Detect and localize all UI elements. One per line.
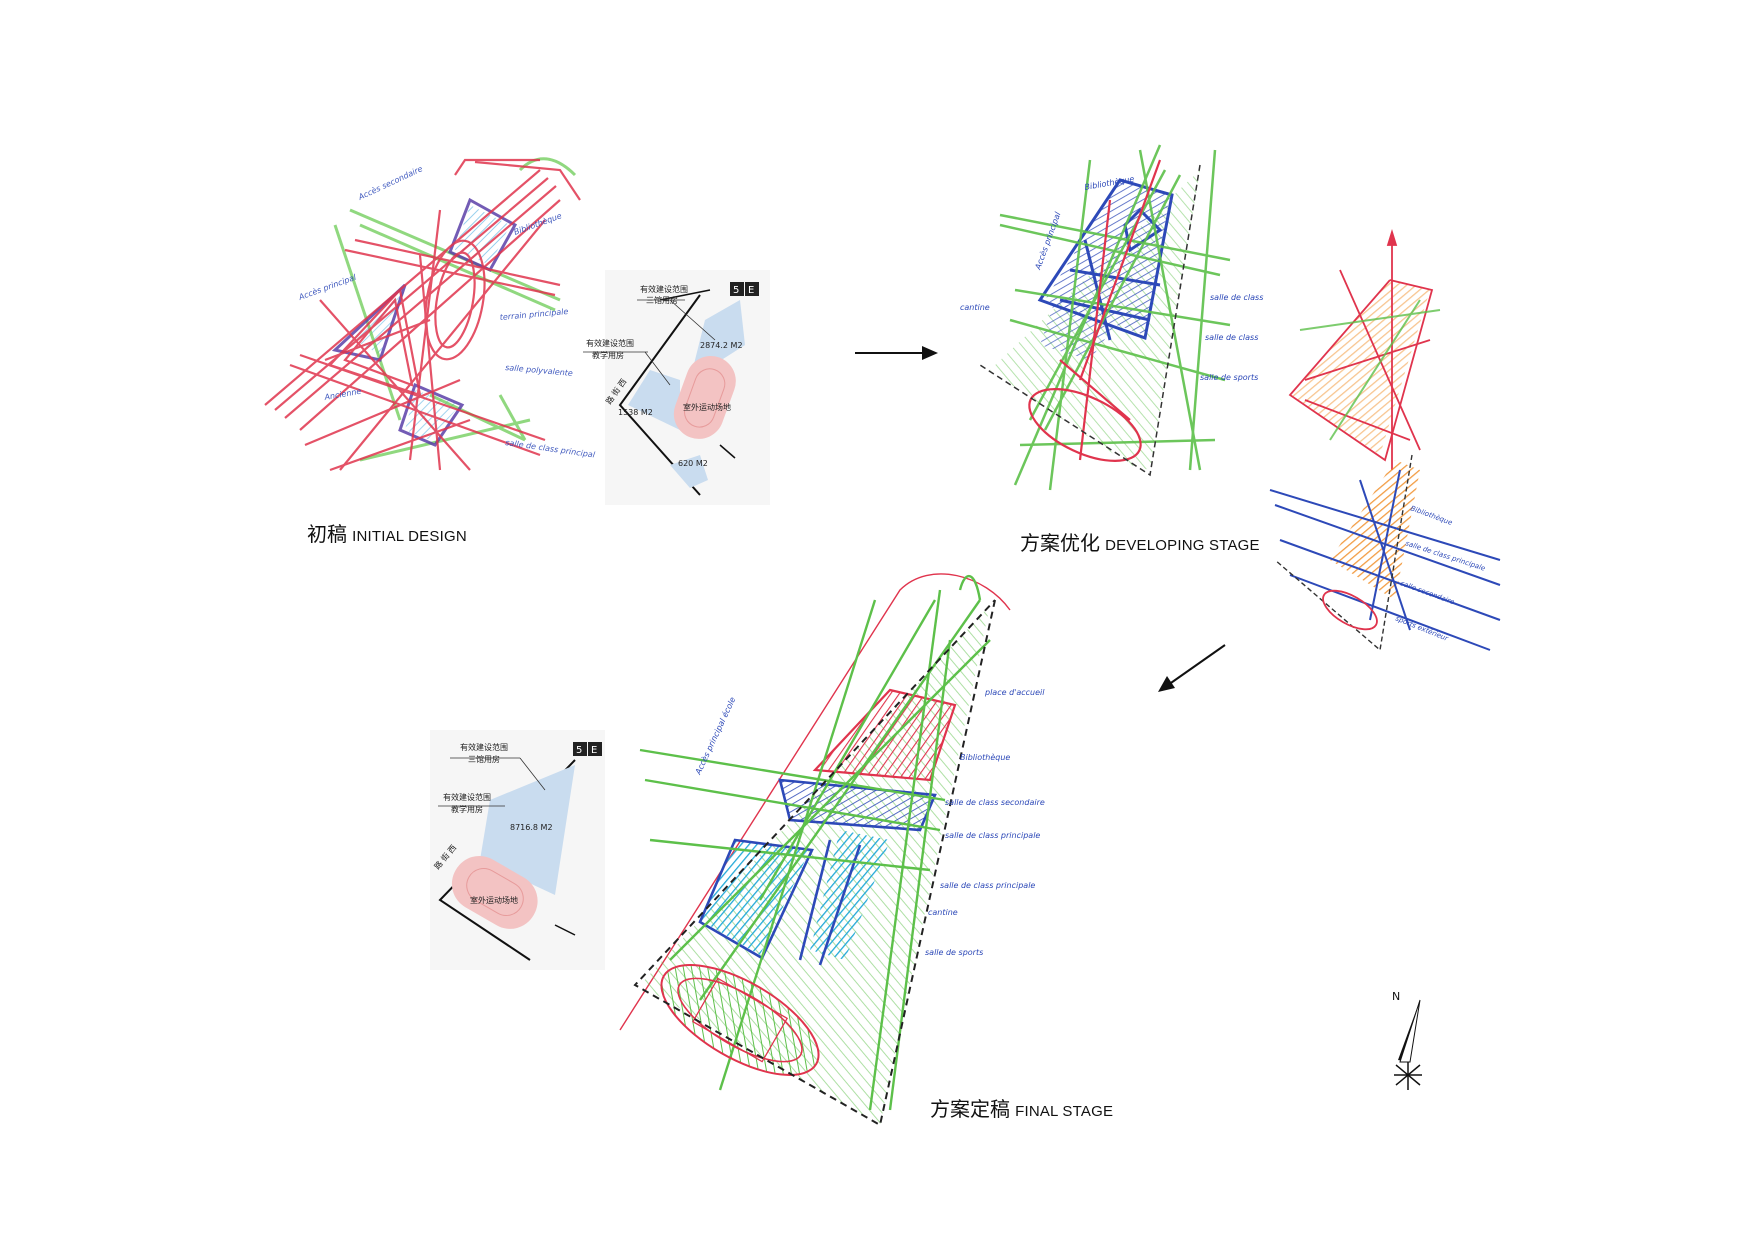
plan2-zone-mid-area: 8716.8 M2 bbox=[510, 823, 553, 832]
svg-text:E: E bbox=[591, 745, 597, 756]
plan2-zone-top-sub: 三馆用房 bbox=[468, 754, 500, 764]
sketch-final-note: cantine bbox=[928, 908, 958, 917]
sketch-dev-note: salle de class bbox=[1205, 333, 1258, 342]
plan1-track-label: 室外运动场地 bbox=[683, 402, 731, 412]
plan1-zone-left-sub: 教学用房 bbox=[592, 350, 624, 360]
arrow-down-left bbox=[1158, 644, 1226, 692]
stage-initial-zh: 初稿 bbox=[307, 522, 347, 546]
sketch-final-note: salle de class principale bbox=[940, 881, 1035, 890]
stage-final-en: FINAL STAGE bbox=[1015, 1103, 1114, 1120]
sketch-side-top bbox=[1288, 228, 1441, 470]
sketch-final-note: place d'accueil bbox=[984, 688, 1045, 697]
plan2-zone-mid-sub: 教学用房 bbox=[451, 804, 483, 814]
sketch-initial-note: salle de class principal bbox=[505, 438, 597, 460]
stage-label-final: 方案定稿 FINAL STAGE bbox=[930, 1093, 1113, 1122]
svg-text:5: 5 bbox=[576, 745, 582, 756]
plan1-zone-bottom-area: 620 M2 bbox=[678, 459, 708, 468]
arrow-right bbox=[855, 346, 938, 360]
north-arrow: N bbox=[1392, 990, 1422, 1090]
north-label: N bbox=[1392, 990, 1400, 1003]
sketch-dev-note: salle de class bbox=[1210, 293, 1263, 302]
stage-initial-en: INITIAL DESIGN bbox=[352, 528, 467, 545]
sketch-initial-note: Accès secondaire bbox=[356, 163, 424, 202]
svg-text:5: 5 bbox=[733, 285, 739, 296]
sketch-initial: Accès secondaire Bibliothèque Accès prin… bbox=[264, 157, 597, 472]
svg-text:E: E bbox=[748, 285, 754, 296]
stage-label-initial: 初稿 INITIAL DESIGN bbox=[307, 518, 467, 547]
stage-label-developing: 方案优化 DEVELOPING STAGE bbox=[1020, 527, 1260, 556]
plan-initial: 5 E 有效建设范围 三馆用房 2874.2 M2 有效建设范围 教学用房 15… bbox=[583, 270, 770, 505]
sketch-initial-note: Accès principal bbox=[296, 272, 358, 303]
sketch-dev-note: salle de sports bbox=[1200, 373, 1258, 382]
sketch-final: Accès principal école place d'accueil Bi… bbox=[619, 573, 1045, 1127]
stage-developing-en: DEVELOPING STAGE bbox=[1105, 537, 1260, 554]
sketch-final-note: salle de class secondaire bbox=[945, 798, 1045, 807]
plan2-track-label: 室外运动场地 bbox=[470, 895, 518, 905]
stage-final-zh: 方案定稿 bbox=[930, 1097, 1010, 1121]
plan1-zone-left-title: 有效建设范围 bbox=[586, 338, 634, 348]
plan1-zone-top-title: 有效建设范围 bbox=[640, 284, 688, 294]
plan-final: 5 E 有效建设范围 三馆用房 有效建设范围 教学用房 8716.8 M2 室外… bbox=[430, 730, 605, 970]
sketch-side-note: Bibliothèque bbox=[1409, 504, 1453, 527]
plan1-zone-left-area: 1538 M2 bbox=[618, 408, 653, 417]
sketch-initial-note: terrain principale bbox=[499, 307, 568, 322]
stage-developing-zh: 方案优化 bbox=[1020, 531, 1100, 555]
plan2-zone-top-title: 有效建设范围 bbox=[460, 742, 508, 752]
plan1-zone-top-area: 2874.2 M2 bbox=[700, 341, 743, 350]
sketch-initial-note: Bibliothèque bbox=[512, 210, 563, 237]
sketch-final-note: Bibliothèque bbox=[960, 752, 1010, 762]
sketch-side-note: salle secondaire bbox=[1399, 579, 1455, 606]
sketch-dev-note: cantine bbox=[960, 303, 990, 312]
plan2-zone-mid-title: 有效建设范围 bbox=[443, 792, 491, 802]
sketch-initial-note: Ancienne bbox=[323, 387, 362, 403]
sketch-initial-note: salle polyvalente bbox=[505, 363, 573, 378]
sketch-final-note: salle de class principale bbox=[945, 831, 1040, 840]
plan1-zone-top-sub: 三馆用房 bbox=[646, 295, 678, 305]
sketch-final-note: salle de sports bbox=[925, 948, 983, 957]
sketch-side-bottom: Bibliothèque salle de class principale s… bbox=[1269, 454, 1501, 652]
sketch-side-note: sports extérieur bbox=[1394, 614, 1450, 643]
sketch-developing: Bibliothèque Accès principal salle de cl… bbox=[960, 144, 1263, 491]
sketch-dev-note: Accès principal bbox=[1032, 210, 1063, 272]
